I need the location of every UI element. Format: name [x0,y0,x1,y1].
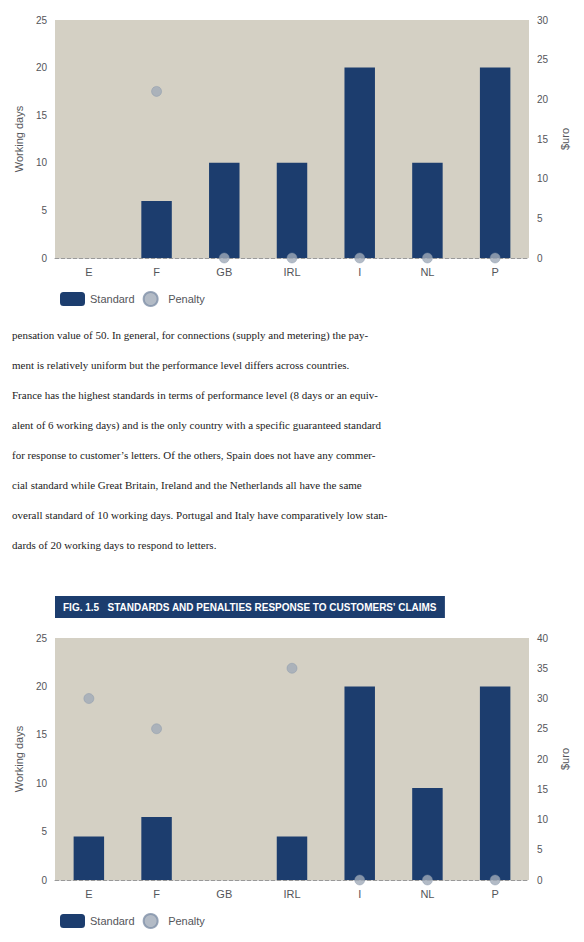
svg-text:40: 40 [537,633,549,644]
svg-text:25: 25 [36,633,48,644]
svg-text:30: 30 [537,693,549,704]
svg-text:5: 5 [41,826,47,837]
svg-text:Penalty: Penalty [168,915,205,927]
html-text:pensation value of 50. In gene: pensation value of 50. In general, for c… [12,329,369,341]
svg-text:5: 5 [537,844,543,855]
svg-text:20: 20 [36,62,48,73]
svg-text:10: 10 [36,778,48,789]
html-text:dards of 20 working days to re: dards of 20 working days to respond to l… [12,539,217,551]
html-text:overall standard of 10 working: overall standard of 10 working days. Por… [12,509,388,521]
svg-text:E: E [85,266,92,278]
svg-text:35: 35 [537,663,549,674]
svg-text:20: 20 [537,754,549,765]
svg-text:5: 5 [537,213,543,224]
svg-text:F: F [153,888,160,900]
svg-text:15: 15 [537,784,549,795]
svg-text:IRL: IRL [283,266,300,278]
svg-text:GB: GB [216,266,232,278]
html-text:for response to customer’s let: for response to customer’s letters. Of t… [12,449,376,461]
svg-text:0: 0 [537,253,543,264]
svg-text:NL: NL [420,888,434,900]
svg-text:GB: GB [216,888,232,900]
html-text:cial standard while Great Brit: cial standard while Great Britain, Irela… [12,479,362,491]
svg-text:25: 25 [537,54,549,65]
svg-text:10: 10 [36,157,48,168]
svg-text:0: 0 [41,875,47,886]
svg-text:$uro: $uro [559,128,571,150]
svg-text:15: 15 [537,134,549,145]
svg-text:P: P [491,888,498,900]
svg-text:15: 15 [36,729,48,740]
svg-text:E: E [85,888,92,900]
svg-text:Penalty: Penalty [168,293,205,305]
svg-text:Standard: Standard [90,915,135,927]
svg-text:FIG. 1.5 STANDARDS AND PENAL: FIG. 1.5 STANDARDS AND PENALTIES RESPONS… [63,602,437,613]
svg-text:10: 10 [537,814,549,825]
svg-text:25: 25 [537,723,549,734]
html-text:alent of 6 working days) and i: alent of 6 working days) and is the only… [12,419,381,431]
svg-text:15: 15 [36,110,48,121]
svg-text:25: 25 [36,15,48,26]
svg-text:F: F [153,266,160,278]
svg-text:5: 5 [41,205,47,216]
svg-text:0: 0 [537,875,543,886]
svg-text:P: P [491,266,498,278]
svg-text:IRL: IRL [283,888,300,900]
svg-text:30: 30 [537,15,549,26]
svg-text:I: I [358,266,361,278]
svg-text:Working days: Working days [13,105,25,172]
html-text:France has the highest standar: France has the highest standards in term… [12,389,378,401]
svg-text:10: 10 [537,173,549,184]
svg-text:Standard: Standard [90,293,135,305]
svg-text:I: I [358,888,361,900]
svg-text:$uro: $uro [559,748,571,770]
svg-text:20: 20 [537,94,549,105]
svg-text:Working days: Working days [13,725,25,792]
svg-text:0: 0 [41,253,47,264]
html-text:ment is relatively uniform but: ment is relatively uniform but the perfo… [12,359,350,371]
svg-text:20: 20 [36,681,48,692]
svg-text:NL: NL [420,266,434,278]
